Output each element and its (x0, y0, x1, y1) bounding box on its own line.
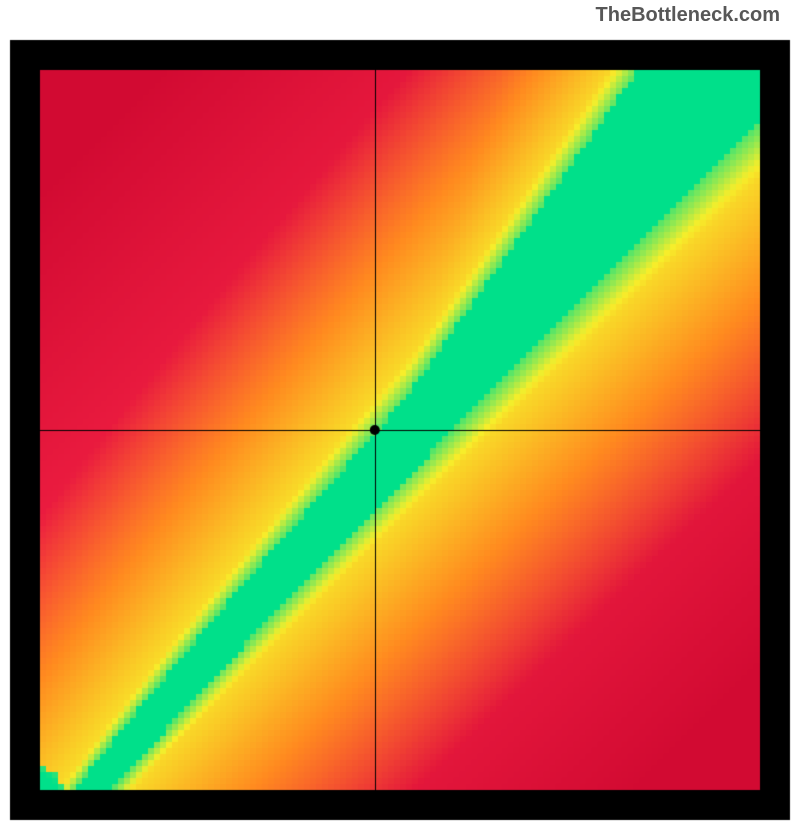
bottleneck-heatmap (0, 30, 800, 830)
attribution-text: TheBottleneck.com (596, 4, 780, 27)
